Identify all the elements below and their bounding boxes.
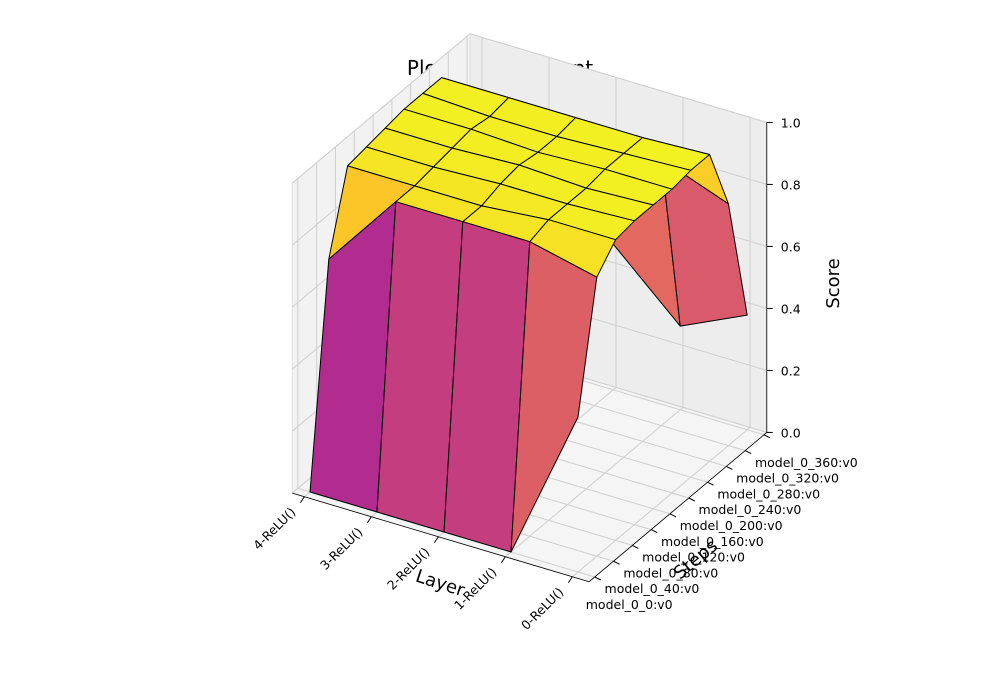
y-tick-label: model_0_320:v0 xyxy=(736,471,839,486)
y-axis-line xyxy=(588,432,768,583)
z-tick-label: 0.6 xyxy=(781,239,801,254)
y-tick xyxy=(707,481,714,486)
y-tick-label: model_0_80:v0 xyxy=(623,565,718,580)
y-tick xyxy=(763,434,771,439)
z-tick-label: 0.0 xyxy=(781,425,801,440)
x-tick xyxy=(500,556,506,564)
y-tick xyxy=(613,560,620,565)
x-tick-label: 4-ReLU() xyxy=(250,504,298,552)
x-tick-label: 3-ReLU() xyxy=(317,524,365,572)
z-tick-label: 0.2 xyxy=(781,363,801,378)
y-tick-label: model_0_240:v0 xyxy=(699,502,802,517)
y-tick-label: model_0_120:v0 xyxy=(642,550,745,565)
y-tick xyxy=(650,529,658,534)
x-axis-label: Layer xyxy=(413,566,468,602)
surface-patch xyxy=(510,241,598,553)
z-axis-label: Score xyxy=(823,258,844,308)
x-tick xyxy=(567,576,573,584)
grid-line-z xyxy=(291,33,767,184)
surface xyxy=(309,77,748,553)
x-tick xyxy=(299,496,305,504)
x-tick-label: 0-ReLU() xyxy=(518,584,566,632)
x-tick xyxy=(366,516,372,524)
x-axis-line xyxy=(292,492,590,583)
y-tick xyxy=(632,544,639,549)
y-tick xyxy=(726,465,733,470)
y-tick-label: model_0_360:v0 xyxy=(755,455,858,470)
y-tick xyxy=(744,450,752,455)
y-tick xyxy=(688,497,695,502)
z-tick-label: 0.4 xyxy=(781,301,801,316)
y-tick-label: model_0_200:v0 xyxy=(680,518,783,533)
y-tick xyxy=(594,576,601,581)
y-tick-label: model_0_280:v0 xyxy=(717,486,820,501)
z-tick-label: 0.8 xyxy=(781,177,801,192)
x-tick xyxy=(433,536,439,544)
y-tick-label: model_0_160:v0 xyxy=(661,534,764,549)
y-tick xyxy=(669,513,677,518)
y-tick-label: model_0_40:v0 xyxy=(605,581,700,596)
z-tick-label: 1.0 xyxy=(781,115,801,130)
y-tick-label: model_0_0:v0 xyxy=(586,597,673,612)
